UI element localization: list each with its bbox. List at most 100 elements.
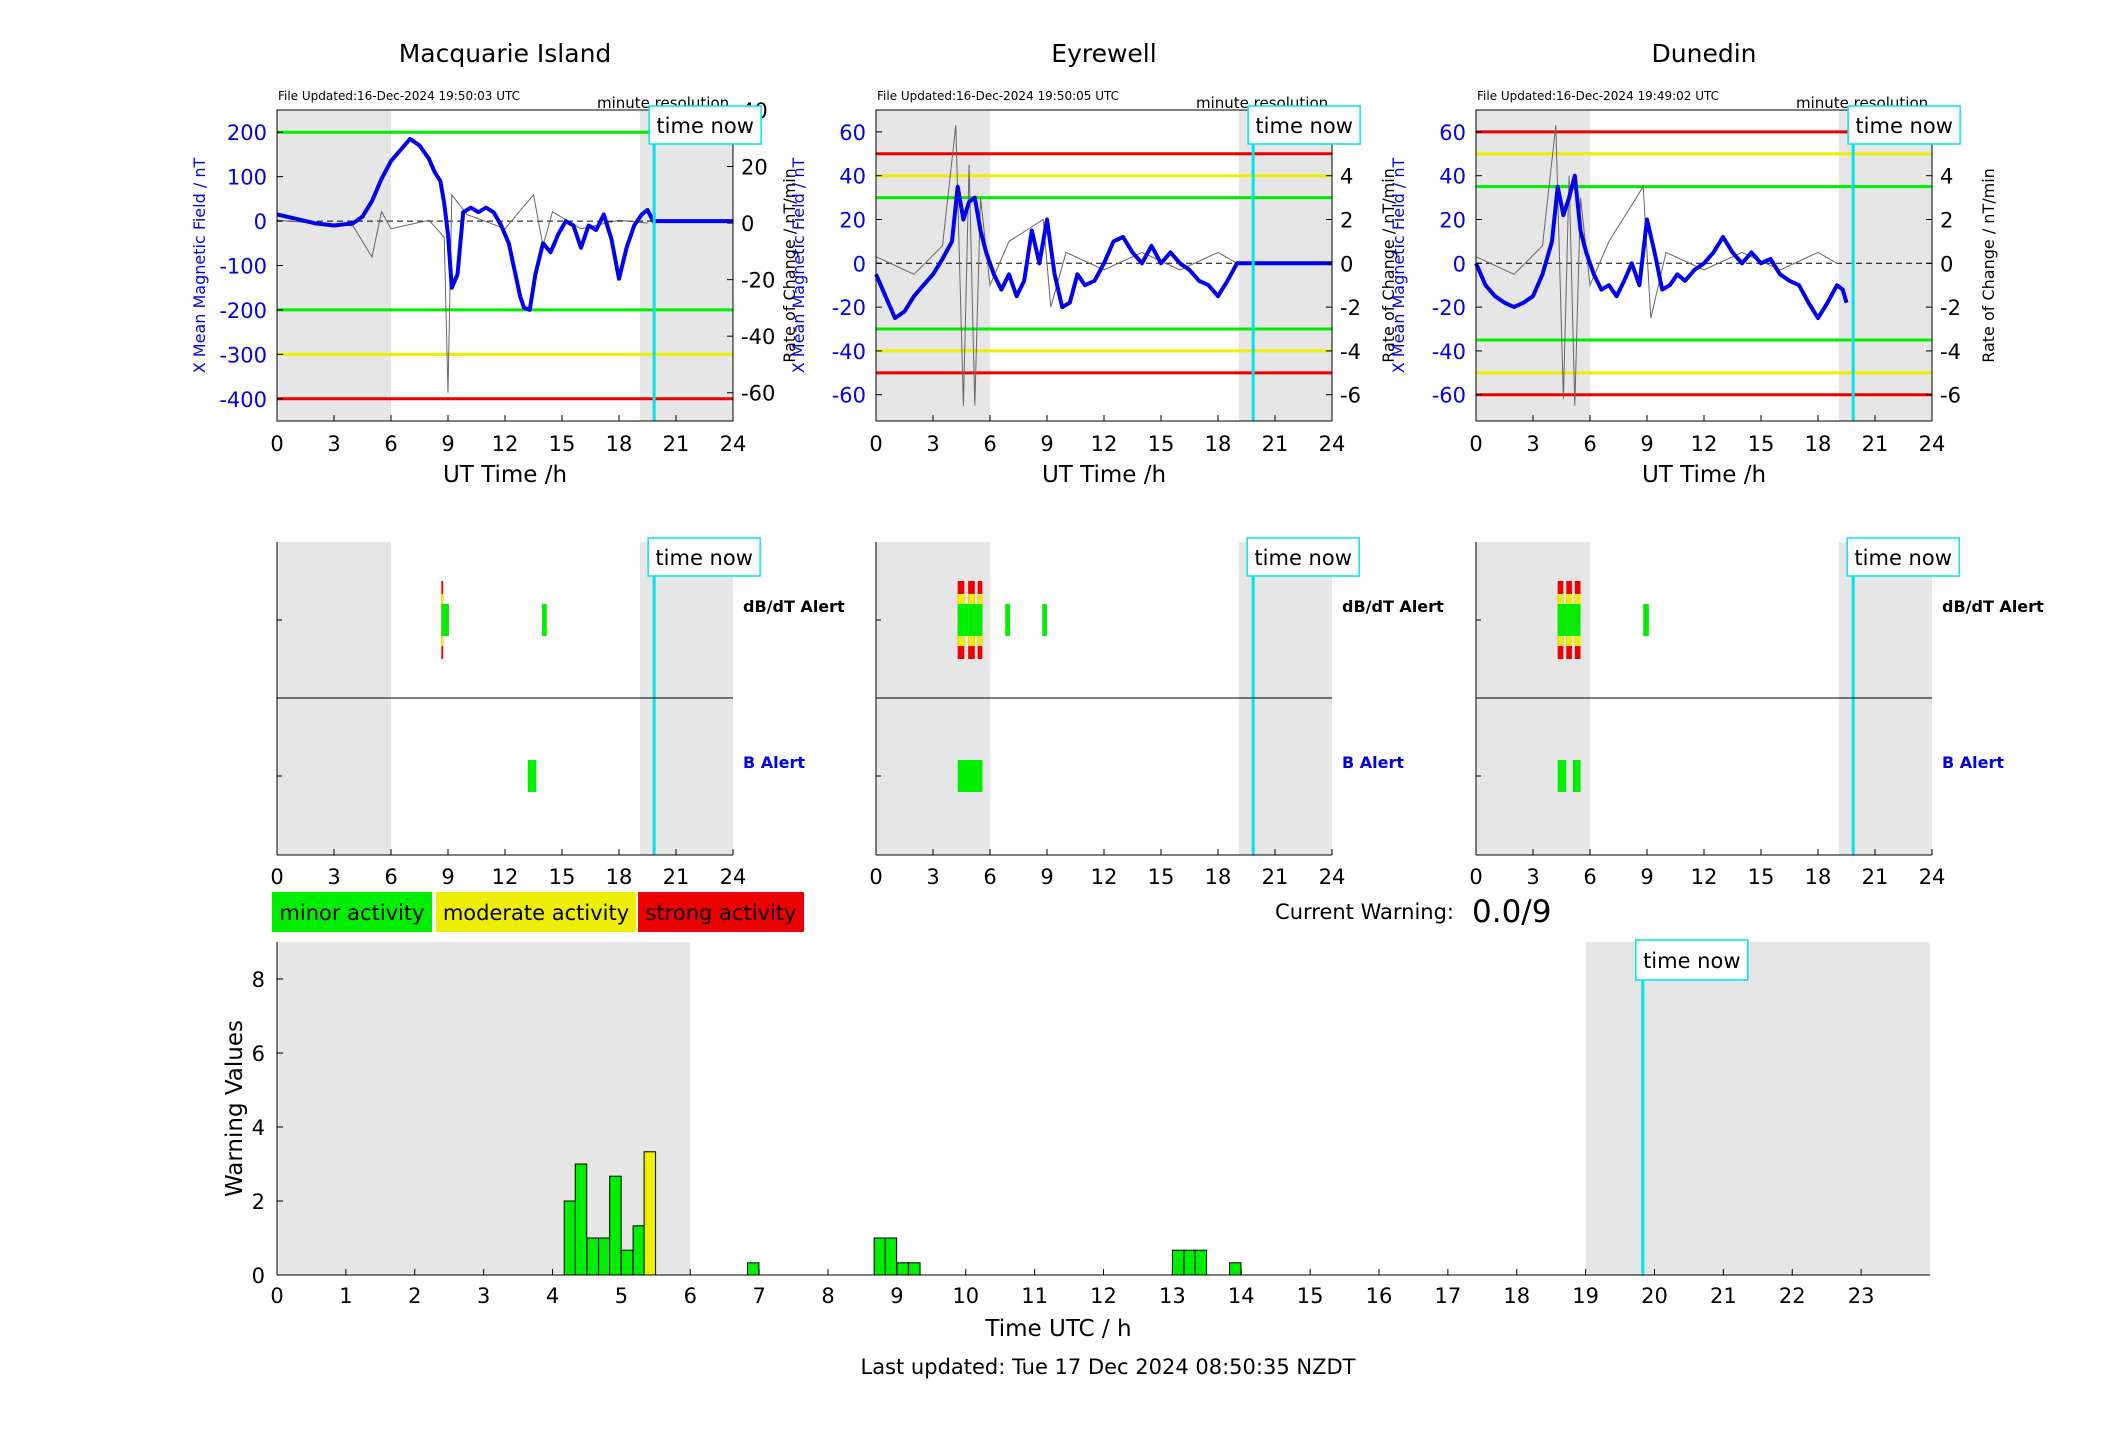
x-tick-label: 2 <box>408 1284 421 1308</box>
x-tick-label: 5 <box>615 1284 628 1308</box>
y-left-tick-label: 40 <box>1439 165 1466 189</box>
night-band <box>277 942 691 1275</box>
night-band <box>876 110 990 421</box>
x-tick-label: 21 <box>1862 865 1889 889</box>
x-tick-label: 6 <box>1583 865 1596 889</box>
warning-bar <box>586 1237 599 1276</box>
y-right-tick-label: -2 <box>1340 296 1361 320</box>
x-tick-label: 6 <box>684 1284 697 1308</box>
y-left-tick-label: 0 <box>254 210 267 234</box>
dbdt-alert-bar <box>974 604 978 636</box>
warning-bar <box>620 1249 634 1276</box>
x-tick-label: 0 <box>869 432 882 456</box>
x-tick-label: 24 <box>720 432 747 456</box>
legend-strong-label: strong activity <box>646 901 797 925</box>
time-now-box <box>1846 537 1960 577</box>
y-axis-label: Warning Values <box>222 1020 248 1197</box>
y-left-tick-label: 20 <box>839 209 866 233</box>
x-tick-label: 3 <box>1526 865 1539 889</box>
dbdt-alert-bar <box>964 604 969 636</box>
x-tick-label: 6 <box>384 432 397 456</box>
x-tick-label: 15 <box>1748 865 1775 889</box>
time-now-box <box>1247 105 1361 145</box>
x-tick-label: 20 <box>1641 1284 1668 1308</box>
x-tick-label: 24 <box>1919 865 1946 889</box>
current-warning-value: 0.0/9 <box>1472 894 1551 930</box>
y-tick-label: 2 <box>252 1190 265 1214</box>
x-tick-label: 13 <box>1159 1284 1186 1308</box>
y-right-tick-label: -4 <box>1340 340 1361 364</box>
x-tick-label: 15 <box>1748 432 1775 456</box>
warning-bar <box>908 1262 921 1276</box>
current-warning-label: Current Warning: <box>1275 900 1454 924</box>
y-left-tick-label: -20 <box>832 296 866 320</box>
y-right-axis-label: Rate of Change / nT/min <box>780 168 799 363</box>
x-tick-label: 1 <box>339 1284 352 1308</box>
x-tick-label: 18 <box>1205 432 1232 456</box>
x-tick-label: 18 <box>1205 865 1232 889</box>
y-left-tick-label: -60 <box>832 384 866 408</box>
x-tick-label: 10 <box>952 1284 979 1308</box>
x-tick-label: 12 <box>492 865 519 889</box>
dbdt-alert-bar <box>1563 604 1567 636</box>
y-left-tick-label: -20 <box>1432 296 1466 320</box>
x-tick-label: 21 <box>663 432 690 456</box>
x-tick-label: 24 <box>720 865 747 889</box>
x-tick-label: 9 <box>441 432 454 456</box>
b-alert-label: B Alert <box>1342 753 1404 772</box>
x-tick-label: 15 <box>1148 432 1175 456</box>
x-tick-label: 3 <box>1526 432 1539 456</box>
y-right-tick-label: 0 <box>1940 252 1953 276</box>
station-title: Macquarie Island <box>399 39 612 68</box>
station-panel: Eyrewell6040200-20-40-606420-2-4-6036912… <box>789 39 1444 889</box>
x-tick-label: 12 <box>1691 865 1718 889</box>
x-tick-label: 21 <box>1862 432 1889 456</box>
warning-bar <box>598 1237 611 1276</box>
y-tick-label: 6 <box>252 1042 265 1066</box>
time-now-label: time now <box>1254 546 1351 570</box>
legend-moderate-swatch <box>436 892 636 932</box>
x-tick-label: 21 <box>663 865 690 889</box>
file-updated-text: File Updated:16-Dec-2024 19:50:05 UTC <box>877 89 1119 103</box>
file-updated-text: File Updated:16-Dec-2024 19:50:03 UTC <box>278 89 520 103</box>
time-now-box <box>647 537 761 577</box>
y-left-tick-label: 100 <box>227 166 267 190</box>
magnetic-field-line <box>1474 173 1849 321</box>
dbdt-alert-bar <box>1557 604 1564 636</box>
warning-bar <box>884 1237 898 1276</box>
station-title: Eyrewell <box>1051 39 1156 68</box>
y-right-tick-label: 2 <box>1340 209 1353 233</box>
x-tick-label: 15 <box>1297 1284 1324 1308</box>
y-right-tick-label: 4 <box>1340 165 1353 189</box>
x-tick-label: 0 <box>1469 432 1482 456</box>
time-now-box <box>1246 537 1360 577</box>
legend-strong-swatch <box>638 892 804 932</box>
x-tick-label: 9 <box>441 865 454 889</box>
y-right-tick-label: 0 <box>1340 252 1353 276</box>
station-title: Dunedin <box>1652 39 1757 68</box>
time-now-label: time now <box>1854 546 1951 570</box>
y-right-tick-label: -20 <box>741 269 775 293</box>
y-right-tick-label: -6 <box>1940 384 1961 408</box>
y-left-axis-label: X Mean Magnetic Field / nT <box>1389 158 1408 374</box>
warning-bar <box>1171 1249 1185 1276</box>
x-tick-label: 21 <box>1710 1284 1737 1308</box>
warning-bar <box>1194 1249 1208 1276</box>
y-right-tick-label: 2 <box>1940 209 1953 233</box>
x-tick-label: 12 <box>1090 1284 1117 1308</box>
x-tick-label: 12 <box>1691 432 1718 456</box>
y-left-tick-label: -100 <box>219 255 267 279</box>
y-right-axis-label: Rate of Change / nT/min <box>1379 168 1398 363</box>
y-right-tick-label: 20 <box>741 156 768 180</box>
y-left-tick-label: -60 <box>1432 384 1466 408</box>
x-tick-label: 24 <box>1319 432 1346 456</box>
x-tick-label: 12 <box>492 432 519 456</box>
dbdt-alert-bar <box>957 604 965 636</box>
time-now-box <box>1635 939 1749 981</box>
x-tick-label: 21 <box>1262 865 1289 889</box>
y-left-tick-label: 0 <box>853 252 866 276</box>
y-right-tick-label: 0 <box>741 212 754 236</box>
file-updated-text: File Updated:16-Dec-2024 19:49:02 UTC <box>1477 89 1719 103</box>
y-left-tick-label: 0 <box>1453 252 1466 276</box>
